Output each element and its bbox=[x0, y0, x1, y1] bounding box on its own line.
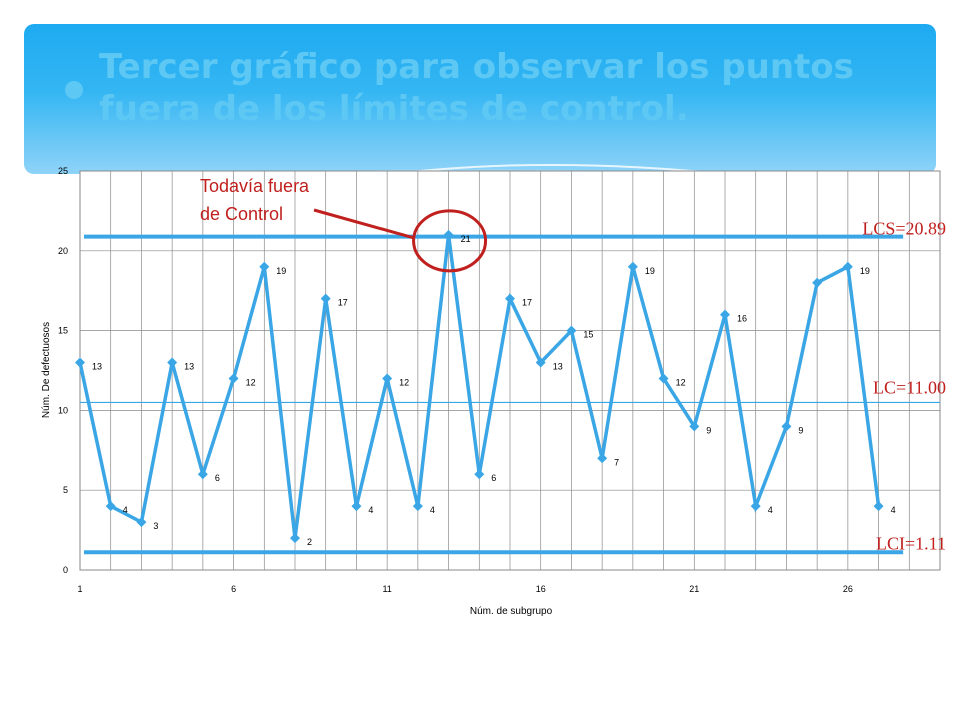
data-label: 12 bbox=[676, 377, 686, 387]
data-label: 7 bbox=[614, 457, 619, 467]
y-tick-label: 10 bbox=[58, 405, 68, 415]
data-point-marker bbox=[136, 517, 147, 528]
series-line bbox=[75, 229, 884, 544]
data-label: 17 bbox=[522, 298, 532, 308]
data-label: 13 bbox=[184, 362, 194, 372]
data-point-marker bbox=[320, 293, 331, 304]
x-tick-label: 26 bbox=[843, 584, 853, 594]
annotation-pointer-line bbox=[313, 208, 414, 240]
title-banner: Tercer gráfico para observar los puntos … bbox=[24, 24, 936, 174]
out-of-control-annotation: Todavía fuera de Control bbox=[200, 176, 488, 273]
data-point-marker bbox=[167, 357, 178, 368]
data-point-marker bbox=[566, 325, 577, 336]
ucl-label: LCS=20.89 bbox=[862, 219, 946, 239]
data-point-marker bbox=[658, 373, 669, 384]
x-tick-label: 11 bbox=[382, 584, 391, 594]
x-tick-label: 16 bbox=[536, 584, 546, 594]
data-point-marker bbox=[873, 501, 884, 512]
y-tick-label: 25 bbox=[58, 166, 68, 176]
data-label: 9 bbox=[706, 425, 711, 435]
data-label: 3 bbox=[153, 521, 158, 531]
data-label: 4 bbox=[123, 505, 128, 515]
y-tick-label: 5 bbox=[63, 485, 68, 495]
highlight-circle bbox=[412, 209, 488, 273]
data-label: 4 bbox=[430, 505, 435, 515]
data-point-marker bbox=[351, 501, 362, 512]
data-point-marker bbox=[597, 453, 608, 464]
data-point-marker bbox=[474, 469, 485, 480]
data-label: 12 bbox=[399, 377, 409, 387]
data-point-marker bbox=[105, 501, 116, 512]
data-point-marker bbox=[812, 277, 823, 288]
lcl-label: LCI=1.11 bbox=[876, 533, 946, 553]
data-point-marker bbox=[750, 501, 761, 512]
data-point-marker bbox=[842, 261, 853, 272]
data-point-marker bbox=[720, 309, 730, 320]
annotation-text-line2: de Control bbox=[200, 204, 283, 224]
cl-label: LC=11.00 bbox=[873, 377, 946, 397]
data-label: 17 bbox=[338, 298, 348, 308]
reference-lines: LCS=20.89 LC=11.00 LCI=1.11 bbox=[80, 219, 946, 555]
data-point-marker bbox=[412, 501, 423, 512]
y-tick-label: 0 bbox=[63, 565, 68, 575]
data-label: 19 bbox=[860, 266, 870, 276]
y-tick-label: 20 bbox=[58, 246, 68, 256]
data-label: 12 bbox=[246, 377, 256, 387]
data-label: 21 bbox=[461, 234, 471, 244]
data-label: 19 bbox=[645, 266, 655, 276]
data-label: 19 bbox=[276, 266, 286, 276]
data-point-marker bbox=[197, 469, 208, 480]
data-point-marker bbox=[290, 533, 300, 544]
x-axis-label: Núm. de subgrupo bbox=[470, 606, 553, 617]
data-label: 4 bbox=[368, 505, 373, 515]
y-axis-label: Núm. De defectuosos bbox=[41, 322, 52, 418]
bullet-icon bbox=[65, 81, 83, 99]
data-point-marker bbox=[627, 261, 638, 272]
x-tick-label: 21 bbox=[689, 584, 699, 594]
data-label: 4 bbox=[891, 505, 896, 515]
data-label: 13 bbox=[92, 362, 102, 372]
data-label: 6 bbox=[491, 473, 496, 483]
data-point-marker bbox=[75, 357, 85, 368]
data-label: 6 bbox=[215, 473, 220, 483]
data-point-marker bbox=[259, 261, 270, 272]
data-label: 9 bbox=[798, 425, 803, 435]
data-label: 13 bbox=[553, 362, 563, 372]
data-point-marker bbox=[535, 357, 546, 368]
x-tick-label: 1 bbox=[77, 584, 82, 594]
data-point-marker bbox=[443, 229, 454, 240]
data-point-marker bbox=[689, 421, 700, 432]
data-point-marker bbox=[505, 293, 515, 304]
x-tick-label: 6 bbox=[231, 584, 236, 594]
annotation-text-line1: Todavía fuera bbox=[200, 176, 310, 196]
data-labels: 13 4 3 13 6 12 19 2 17 4 12 4 21 6 17 13 15 7 19 12 9 16 4 9 19 4 bbox=[92, 234, 896, 547]
data-point-marker bbox=[781, 421, 792, 432]
data-label: 16 bbox=[737, 314, 747, 324]
y-tick-label: 15 bbox=[58, 326, 68, 336]
slide-title: Tercer gráfico para observar los puntos … bbox=[99, 47, 854, 129]
data-point-marker bbox=[228, 373, 239, 384]
data-label: 4 bbox=[768, 505, 773, 515]
data-label: 15 bbox=[583, 330, 593, 340]
data-point-marker bbox=[382, 373, 393, 384]
data-label: 2 bbox=[307, 537, 312, 547]
